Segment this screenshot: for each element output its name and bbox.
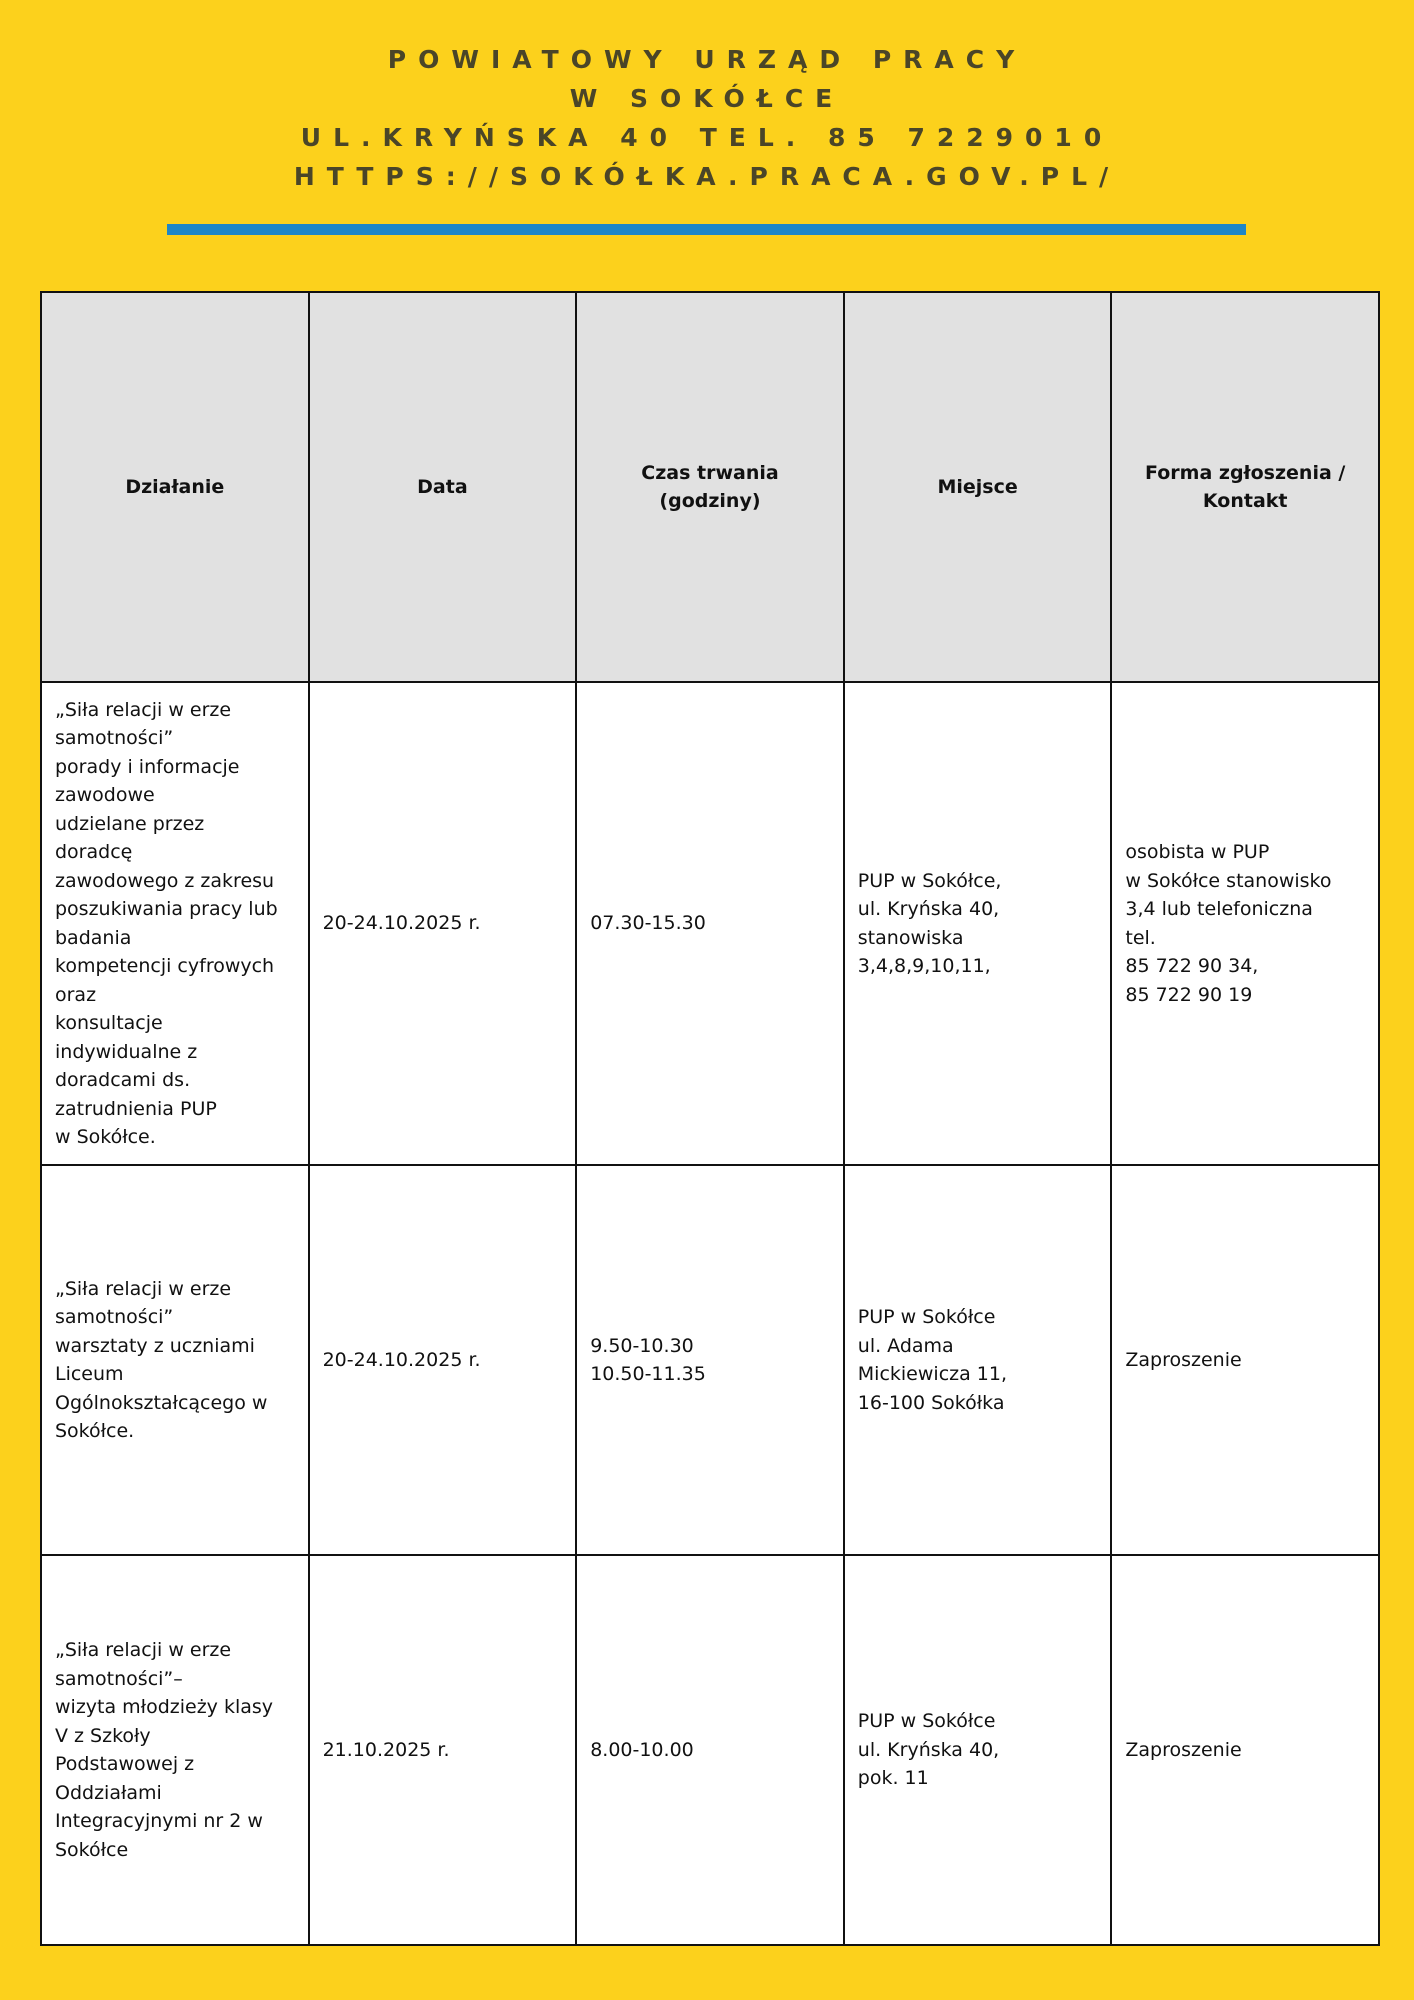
- column-header: Działanie: [40, 291, 310, 683]
- cell-contact: osobista w PUP w Sokółce stanowisko 3,4 …: [1110, 681, 1380, 1166]
- table-row: „Siła relacji w erze samotności” warszta…: [40, 1164, 1380, 1556]
- office-header: POWIATOWY URZĄD PRACY W SOKÓŁCE UL.KRYŃS…: [0, 40, 1414, 196]
- cell-contact: Zaproszenie: [1110, 1554, 1380, 1946]
- header-line: UL.KRYŃSKA 40 TEL. 85 7229010: [300, 123, 1114, 152]
- header-line: POWIATOWY URZĄD PRACY: [387, 45, 1027, 74]
- cell-date: 20-24.10.2025 r.: [307, 681, 578, 1166]
- cell-duration: 9.50-10.30 10.50-11.35: [575, 1164, 845, 1556]
- schedule-table: Działanie Data Czas trwania (godziny) Mi…: [40, 291, 1380, 1946]
- table-row: „Siła relacji w erze samotności”– wizyta…: [40, 1554, 1380, 1946]
- cell-place: PUP w Sokółce ul. Adama Mickiewicza 11, …: [842, 1164, 1113, 1556]
- cell-date: 21.10.2025 r.: [307, 1554, 578, 1946]
- column-header: Czas trwania (godziny): [575, 291, 845, 683]
- cell-place: PUP w Sokółce ul. Kryńska 40, pok. 11: [842, 1554, 1113, 1946]
- cell-activity: „Siła relacji w erze samotności” warszta…: [40, 1164, 310, 1556]
- cell-duration: 07.30-15.30: [575, 681, 845, 1166]
- column-header: Miejsce: [842, 291, 1113, 683]
- cell-place: PUP w Sokółce, ul. Kryńska 40, stanowisk…: [842, 681, 1113, 1166]
- cell-duration: 8.00-10.00: [575, 1554, 845, 1946]
- table-header-row: Działanie Data Czas trwania (godziny) Mi…: [40, 291, 1380, 683]
- cell-activity: „Siła relacji w erze samotności”– wizyta…: [40, 1554, 310, 1946]
- cell-date: 20-24.10.2025 r.: [307, 1164, 578, 1556]
- table-row: „Siła relacji w erze samotności” porady …: [40, 681, 1380, 1166]
- cell-contact: Zaproszenie: [1110, 1164, 1380, 1556]
- column-header: Data: [307, 291, 578, 683]
- header-line: W SOKÓŁCE: [569, 84, 845, 113]
- divider-bar: [167, 224, 1246, 235]
- header-url: HTTPS://SOKÓŁKA.PRACA.GOV.PL/: [293, 162, 1121, 191]
- cell-activity: „Siła relacji w erze samotności” porady …: [40, 681, 310, 1166]
- column-header: Forma zgłoszenia / Kontakt: [1110, 291, 1380, 683]
